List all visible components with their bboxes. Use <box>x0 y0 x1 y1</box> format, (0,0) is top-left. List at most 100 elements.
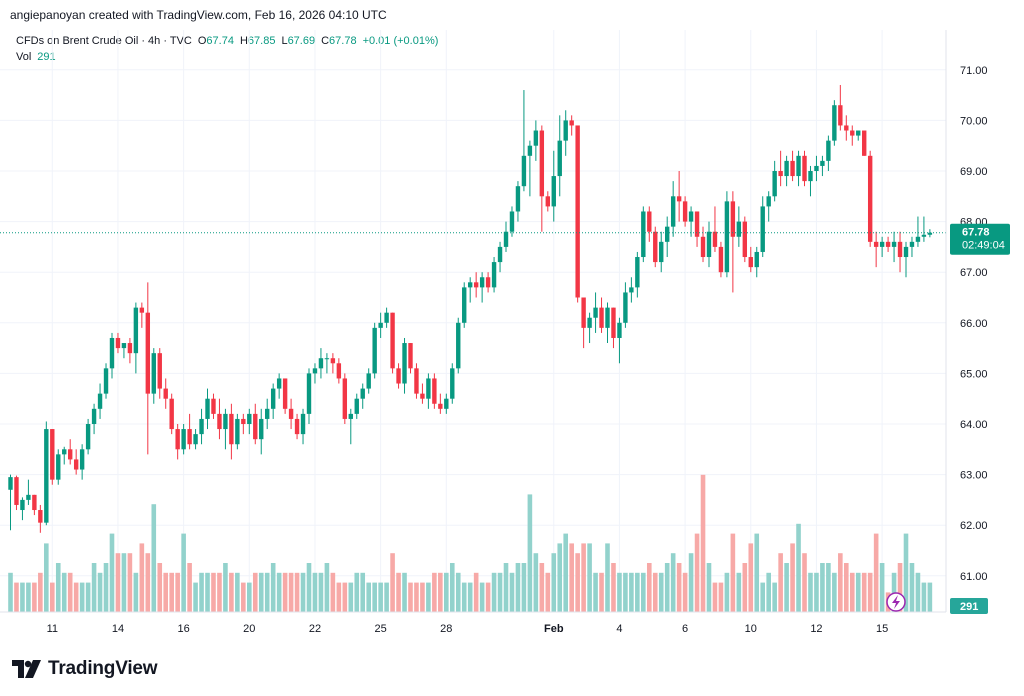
volume-bar <box>635 572 640 612</box>
volume-bar <box>294 572 300 612</box>
volume-bar <box>354 572 360 612</box>
volume-bar <box>903 533 909 612</box>
volume-bar <box>844 563 849 612</box>
volume-bar <box>44 543 49 612</box>
candle-body <box>438 403 443 409</box>
candle-body <box>85 424 91 450</box>
close-value: 67.78 <box>329 35 357 47</box>
volume-bar <box>838 553 843 612</box>
volume-bar <box>587 543 592 612</box>
volume-bar <box>521 563 527 612</box>
candle-body <box>288 408 294 419</box>
volume-bar <box>103 563 109 612</box>
high-value: 67.85 <box>247 35 276 47</box>
volume-bar <box>241 582 246 612</box>
volume-bar <box>509 572 515 612</box>
volume-bar <box>897 563 903 612</box>
volume-bar <box>205 572 210 612</box>
candle-body <box>109 337 115 369</box>
volume-bar <box>169 572 174 612</box>
volume-bar <box>467 582 473 612</box>
close-label: C <box>321 35 330 47</box>
volume-bar <box>235 572 240 612</box>
candle-body <box>766 196 771 207</box>
candle-body <box>56 454 61 480</box>
candle-body <box>503 231 509 247</box>
lightning-icon[interactable] <box>886 592 906 612</box>
candle-body <box>927 232 933 235</box>
candles <box>8 84 933 533</box>
candle-body <box>175 429 180 450</box>
candle-body <box>462 287 467 323</box>
candle-body <box>641 211 646 258</box>
volume-bar <box>533 553 539 612</box>
volume-bar <box>682 572 688 612</box>
volume-bar <box>599 572 604 612</box>
volume-bar <box>67 572 73 612</box>
candle-body <box>521 155 527 187</box>
volume-label[interactable]: Vol <box>16 51 32 63</box>
candle-body <box>235 418 240 445</box>
candle-body <box>838 105 843 126</box>
candle-body <box>181 429 186 450</box>
volume-bar <box>539 563 545 612</box>
price-axis[interactable]: 71.0070.0069.0068.0067.0066.0065.0064.00… <box>960 65 988 583</box>
candle-body <box>456 322 461 369</box>
volume-bar <box>927 582 933 612</box>
volume-bar <box>778 553 783 612</box>
candle-body <box>79 449 85 470</box>
candle-body <box>891 241 897 247</box>
candle-body <box>467 282 473 288</box>
candle-body <box>139 307 145 313</box>
time-tick-label: 16 <box>178 623 190 635</box>
grid <box>0 30 946 612</box>
candle-body <box>229 413 234 445</box>
volume-bar <box>515 563 521 612</box>
candle-body <box>796 155 801 177</box>
candle-body <box>38 510 43 523</box>
candle-body <box>402 343 407 384</box>
volume-bar <box>814 572 819 612</box>
candle-body <box>659 241 664 263</box>
volume-bar <box>545 572 551 612</box>
candle-body <box>665 226 670 242</box>
volume-bar <box>145 553 151 612</box>
volume-bar <box>921 582 927 612</box>
volume-bar <box>444 572 449 612</box>
candle-body <box>682 201 688 222</box>
candle-body <box>450 368 455 399</box>
candle-body <box>909 241 915 247</box>
candle-body <box>706 231 712 258</box>
volume-bar <box>694 533 700 612</box>
candle-body <box>336 363 342 379</box>
time-tick-label: 12 <box>810 623 822 635</box>
candle-body <box>712 231 718 247</box>
candle-body <box>384 312 389 323</box>
candle-body <box>282 378 288 409</box>
volume-bar <box>223 563 228 612</box>
candle-body <box>897 241 903 258</box>
volume-bar <box>211 572 216 612</box>
candle-body <box>736 221 742 237</box>
candle-body <box>372 327 377 374</box>
volume-bar <box>20 582 25 612</box>
candle-body <box>270 388 276 409</box>
time-tick-label: 4 <box>616 623 622 635</box>
candle-body <box>324 358 330 360</box>
candle-body <box>694 211 700 237</box>
candle-body <box>557 140 562 177</box>
time-axis[interactable]: 11 14 16 20 22 25 28 Feb 4 6 10 12 15 <box>47 623 889 635</box>
volume-bar <box>318 572 324 612</box>
low-value: 67.69 <box>287 35 316 47</box>
volume-bar <box>652 572 658 612</box>
volume-bar <box>61 572 67 612</box>
candle-body <box>742 221 748 258</box>
symbol-title[interactable]: CFDs on Brent Crude Oil · 4h · TVC <box>16 35 192 47</box>
candle-body <box>265 408 270 419</box>
candle-body <box>408 343 413 369</box>
candle-body <box>276 378 282 389</box>
volume-bar <box>91 563 97 612</box>
volume-line: Vol 291 <box>16 49 438 65</box>
tradingview-brand[interactable]: TradingView <box>12 657 158 681</box>
